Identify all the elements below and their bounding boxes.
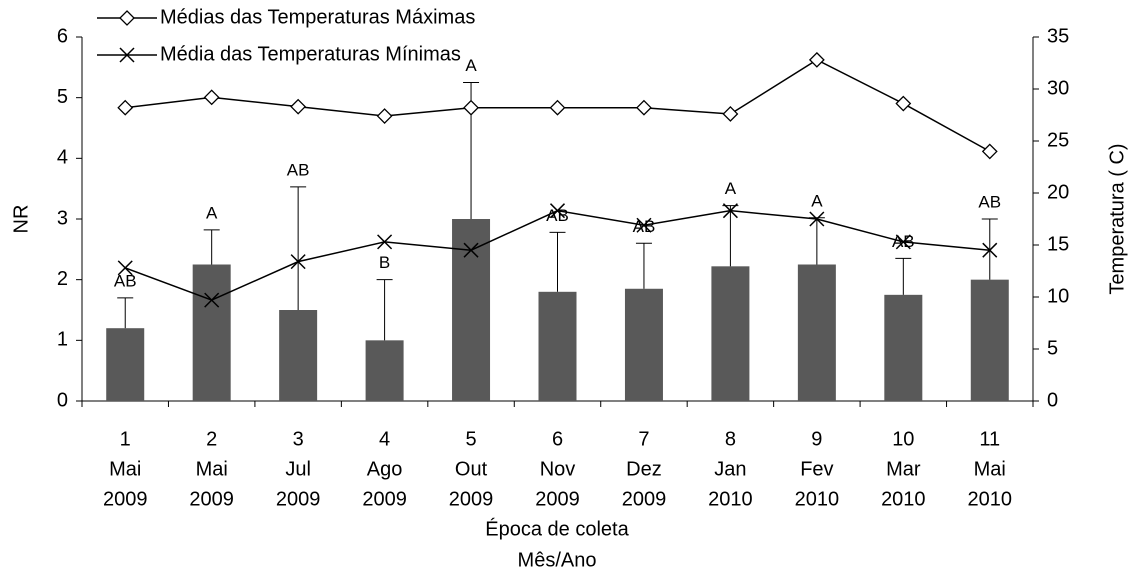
significance-label: AB — [978, 192, 1001, 211]
x-tick-label: 2 — [206, 428, 217, 450]
point — [636, 217, 652, 233]
y2-tick-label: 20 — [1047, 181, 1069, 203]
x-tick-label: 2009 — [535, 488, 580, 510]
y-tick-label: 0 — [57, 389, 68, 411]
point — [722, 106, 739, 122]
significance-label: A — [725, 179, 737, 198]
y-tick-label: 2 — [57, 268, 68, 290]
point — [117, 99, 134, 116]
significance-label: AB — [287, 160, 310, 179]
bar — [192, 264, 231, 401]
x-tick-label: 10 — [892, 428, 914, 450]
significance-label: A — [206, 203, 218, 222]
x-tick-label: 11 — [979, 428, 1000, 450]
bar — [538, 291, 577, 401]
significance-label: B — [379, 253, 390, 272]
x-tick-label: 2009 — [103, 488, 148, 510]
significance-label: A — [811, 191, 823, 210]
y2-axis-label: Temperatura ( C) — [1106, 143, 1128, 294]
x-tick-label: Mai — [196, 458, 228, 480]
x-axis-label: Mês/Ano — [518, 549, 597, 571]
x-tick-label: Mar — [886, 458, 921, 480]
point — [549, 203, 566, 219]
significance-label: AB — [546, 206, 569, 225]
x-tick-label: 1 — [120, 428, 131, 450]
bar — [279, 310, 318, 401]
bar — [452, 219, 491, 401]
x-tick-label: Mai — [974, 458, 1006, 480]
x-tick-label: Dez — [626, 458, 662, 480]
point — [377, 234, 393, 250]
significance-label: A — [465, 56, 477, 75]
point — [463, 242, 479, 258]
legend-label: Média das Temperaturas Mínimas — [160, 43, 461, 65]
y-tick-label: 3 — [57, 207, 68, 229]
bar — [624, 288, 663, 401]
x-tick-label: 2009 — [449, 488, 494, 510]
x-tick-label: 7 — [638, 428, 649, 450]
x-tick-label: Nov — [540, 458, 576, 480]
x-tick-label: 2009 — [622, 488, 667, 510]
point — [463, 99, 479, 116]
y2-tick-label: 25 — [1047, 129, 1069, 151]
y2-tick-label: 30 — [1047, 77, 1069, 99]
x-axis-label: Época de coleta — [485, 517, 629, 540]
point — [809, 211, 825, 227]
point — [549, 99, 566, 116]
x-tick-label: Out — [455, 458, 488, 480]
x-tick-label: 2010 — [708, 488, 753, 510]
x-tick-label: 2010 — [881, 488, 926, 510]
y-tick-label: 5 — [57, 86, 68, 108]
x-tick-label: Ago — [367, 458, 403, 480]
legend-label: Médias das Temperaturas Máximas — [160, 6, 475, 28]
x-tick-label: 9 — [811, 428, 822, 450]
y2-tick-label: 0 — [1047, 389, 1058, 411]
x-tick-label: Mai — [109, 458, 141, 480]
x-tick-label: 2010 — [795, 488, 840, 510]
x-tick-label: 2010 — [968, 488, 1013, 510]
x-tick-label: 2009 — [276, 488, 321, 510]
point — [981, 143, 998, 160]
x-tick-label: Jan — [714, 458, 746, 480]
x-tick-label: 5 — [465, 428, 476, 450]
legend-marker — [119, 47, 135, 63]
point — [636, 99, 652, 116]
y-tick-label: 6 — [57, 25, 68, 47]
point — [117, 260, 133, 276]
legend-marker — [119, 10, 135, 26]
y2-tick-label: 15 — [1047, 233, 1069, 255]
x-tick-label: 2009 — [189, 488, 234, 510]
point — [203, 89, 220, 106]
bar — [711, 266, 750, 401]
bar — [106, 328, 145, 401]
y2-tick-label: 5 — [1047, 337, 1058, 359]
point — [290, 98, 307, 115]
point — [204, 292, 220, 308]
bar — [970, 279, 1009, 401]
x-tick-label: 2009 — [362, 488, 407, 510]
y-tick-label: 1 — [57, 329, 68, 351]
point — [808, 51, 825, 68]
point — [722, 203, 738, 219]
x-tick-label: Jul — [285, 458, 311, 480]
bar — [884, 294, 923, 401]
y-tick-label: 4 — [57, 147, 68, 169]
point — [895, 234, 911, 250]
x-tick-label: 3 — [293, 428, 304, 450]
y-axis-label: NR — [10, 205, 32, 234]
bar — [797, 264, 836, 401]
x-tick-label: 4 — [379, 428, 390, 450]
point — [982, 242, 998, 258]
bar — [365, 340, 404, 401]
y2-tick-label: 10 — [1047, 285, 1069, 307]
significance-label: AB — [114, 271, 137, 290]
x-tick-label: 8 — [725, 428, 736, 450]
point — [895, 95, 912, 112]
point — [290, 254, 306, 270]
x-tick-label: Fev — [800, 458, 833, 480]
point — [376, 108, 393, 124]
y2-tick-label: 35 — [1047, 25, 1069, 47]
x-tick-label: 6 — [552, 428, 563, 450]
